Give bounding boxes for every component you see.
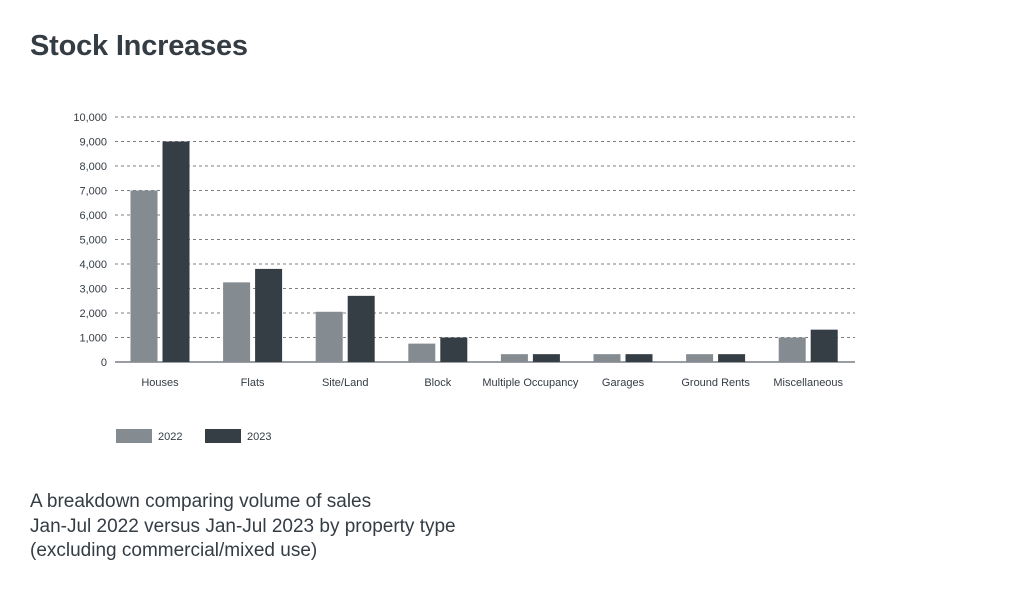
legend: 2022 2023	[116, 429, 271, 443]
y-tick-label: 8,000	[79, 161, 107, 173]
bar-2022-houses	[130, 190, 158, 362]
y-tick-label: 5,000	[79, 235, 107, 247]
x-category-label: Multiple Occupancy	[482, 377, 578, 389]
bar-2023-miscellaneous	[810, 329, 838, 362]
bar-2022-ground-rents	[686, 354, 714, 362]
bar-2023-site-land	[347, 295, 375, 362]
y-tick-label: 9,000	[79, 137, 107, 149]
bar-2022-multiple-occupancy	[500, 354, 528, 362]
x-category-label: Flats	[241, 377, 265, 389]
caption-line-1: A breakdown comparing volume of sales	[30, 491, 372, 512]
bar-chart: 0 1,000 2,000 3,000 4,000 5,000 6,000 7,000 8,00…	[73, 112, 855, 443]
x-axis-categories: Houses Flats Site/Land Block Multiple Occupa…	[141, 377, 843, 389]
bar-2023-multiple-occupancy	[532, 354, 560, 362]
y-tick-label: 4,000	[79, 259, 107, 271]
y-tick-label: 3,000	[79, 284, 107, 296]
bar-2022-block	[408, 343, 436, 362]
y-tick-label: 7,000	[79, 186, 107, 198]
x-category-label: Houses	[141, 377, 179, 389]
y-tick-label: 10,000	[73, 112, 107, 124]
bar-2023-houses	[162, 141, 190, 362]
bars	[130, 141, 838, 362]
legend-label-2023: 2023	[247, 431, 271, 443]
x-category-label: Ground Rents	[681, 377, 750, 389]
chart-title: Stock Increases	[30, 30, 248, 62]
legend-swatch-2022	[116, 429, 152, 443]
x-category-label: Garages	[602, 377, 645, 389]
caption-line-2: Jan-Jul 2022 versus Jan-Jul 2023 by prop…	[30, 515, 456, 537]
x-category-label: Site/Land	[322, 377, 368, 389]
bar-2023-ground-rents	[718, 354, 746, 362]
bar-2023-flats	[255, 268, 283, 362]
bar-2023-garages	[625, 354, 653, 362]
x-category-label: Miscellaneous	[773, 377, 843, 389]
bar-2022-garages	[593, 354, 621, 362]
bar-2023-block	[440, 337, 468, 362]
y-tick-label: 1,000	[79, 333, 107, 345]
bar-2022-miscellaneous	[778, 337, 806, 362]
y-axis-ticks: 0 1,000 2,000 3,000 4,000 5,000 6,000 7,000 8,00…	[73, 112, 107, 369]
legend-swatch-2023	[205, 429, 241, 443]
x-category-label: Block	[424, 377, 451, 389]
caption-line-3: (excluding commercial/mixed use)	[30, 540, 318, 561]
y-tick-label: 6,000	[79, 210, 107, 222]
bar-2022-flats	[223, 282, 251, 362]
y-tick-label: 0	[101, 357, 107, 369]
chart-caption: A breakdown comparing volume of sales Ja…	[30, 490, 456, 564]
y-tick-label: 2,000	[79, 308, 107, 320]
bar-2022-site-land	[315, 311, 343, 362]
legend-label-2022: 2022	[158, 431, 182, 443]
